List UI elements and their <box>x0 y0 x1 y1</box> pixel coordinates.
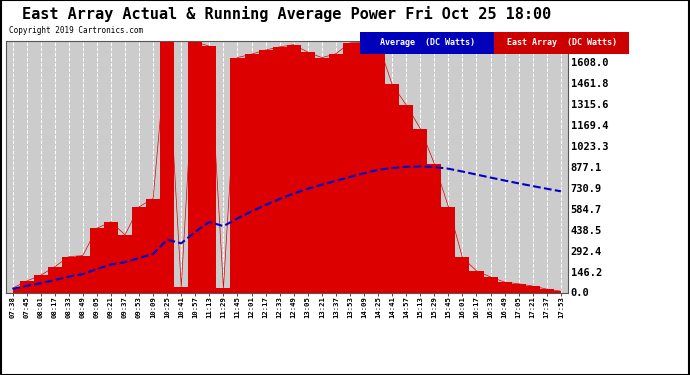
Text: East Array  (DC Watts): East Array (DC Watts) <box>506 38 617 47</box>
Text: Copyright 2019 Cartronics.com: Copyright 2019 Cartronics.com <box>9 26 143 35</box>
Text: East Array Actual & Running Average Power Fri Oct 25 18:00: East Array Actual & Running Average Powe… <box>22 6 551 22</box>
Text: Average  (DC Watts): Average (DC Watts) <box>380 38 475 47</box>
